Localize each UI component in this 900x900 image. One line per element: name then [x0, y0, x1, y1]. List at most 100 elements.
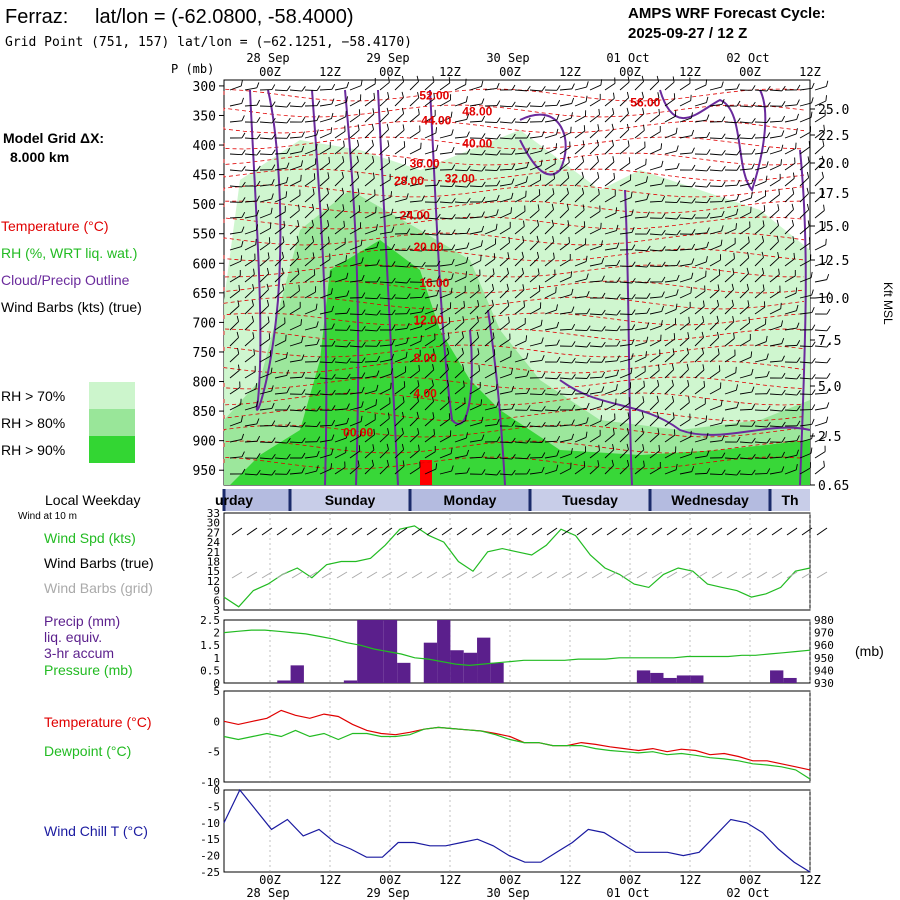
barb-flag	[628, 397, 631, 403]
barb-staff	[424, 115, 436, 123]
wind-barb	[499, 133, 516, 140]
barb-flag	[301, 336, 304, 343]
barb-flag	[241, 240, 244, 247]
barb-flag	[601, 357, 606, 363]
barb-staff	[769, 409, 782, 412]
barb-flag	[345, 432, 348, 439]
barb-staff	[754, 376, 767, 379]
wind-barb	[349, 79, 363, 91]
barb-staff	[709, 337, 719, 347]
barb-flag	[751, 177, 754, 184]
weekday-cell	[530, 489, 650, 511]
wind-barb	[604, 189, 616, 203]
wind-barb	[694, 270, 707, 283]
wind-barb	[739, 334, 751, 347]
wind-speed-tick: 12	[207, 575, 220, 588]
wind-barb	[349, 188, 360, 203]
barb-staff	[799, 102, 812, 107]
barb-staff	[244, 169, 258, 172]
barb-flag	[387, 92, 390, 98]
precip-bar	[663, 677, 677, 683]
pressure-tick-label: 500	[193, 198, 216, 213]
barb-flag	[751, 437, 756, 444]
barb-flag	[781, 355, 785, 362]
barb-staff	[544, 470, 557, 475]
barb-staff	[514, 375, 527, 379]
wind-barb	[514, 176, 528, 187]
barb-staff	[379, 214, 392, 219]
wind-barb	[514, 453, 531, 460]
barb-staff	[604, 434, 615, 443]
wind-barb	[664, 274, 680, 283]
barb-staff	[574, 86, 587, 91]
barb-staff	[709, 387, 721, 395]
barb-flag	[763, 301, 766, 308]
wind-barb	[484, 383, 498, 395]
barb-staff	[679, 117, 692, 123]
wind-barb	[259, 117, 276, 124]
wind-barb	[799, 111, 813, 123]
barb-flag	[523, 300, 525, 307]
barb-staff	[589, 228, 601, 235]
barb-staff	[724, 121, 738, 124]
barb-staff	[724, 355, 736, 363]
barb-flag	[716, 315, 719, 322]
rh-shade-region	[230, 240, 810, 485]
barb-staff	[394, 181, 407, 187]
wind-barb	[694, 256, 708, 267]
barb-flag	[401, 443, 405, 450]
barb-staff	[379, 297, 392, 300]
wind-barb	[679, 213, 696, 220]
barb-flag	[646, 322, 650, 329]
wind-barb	[364, 123, 375, 139]
barb-staff	[289, 324, 302, 331]
barb-staff	[754, 425, 767, 428]
barb-flag	[506, 267, 509, 274]
barb-staff	[514, 105, 527, 108]
top-hour-label: 00Z	[619, 65, 641, 79]
barb-flag	[661, 291, 665, 297]
wind-barb	[604, 77, 616, 91]
barb-staff	[319, 293, 332, 299]
bottom-hour-label: 00Z	[379, 873, 401, 887]
barb-flag	[825, 95, 827, 102]
barb-staff	[484, 321, 494, 331]
wind-barb	[544, 405, 561, 412]
wind-barb	[709, 435, 725, 443]
barb-flag	[721, 469, 726, 475]
wind-barb	[649, 411, 660, 427]
barb-staff	[634, 147, 646, 155]
wind-barb	[559, 389, 576, 396]
wind-barb	[289, 235, 299, 251]
wind-barb	[694, 227, 710, 235]
barb-flag	[706, 131, 711, 138]
wind-barb	[229, 166, 246, 172]
barb-staff	[454, 420, 466, 427]
grid-wind-barb	[681, 571, 693, 579]
barb-flag	[301, 101, 306, 108]
precip-bar	[370, 620, 384, 683]
wind-barb	[574, 187, 585, 203]
barb-staff	[694, 102, 707, 107]
barb-flag	[357, 124, 360, 131]
barb-staff	[499, 305, 510, 315]
precip-bar	[290, 665, 304, 683]
wind-barb	[814, 416, 829, 427]
height-tick-label: 25.0	[818, 103, 849, 118]
barb-staff	[604, 145, 614, 155]
wind-barb	[304, 85, 321, 92]
barb-staff	[799, 452, 812, 459]
barb-flag	[525, 190, 527, 197]
barb-flag	[645, 176, 648, 183]
barb-staff	[739, 168, 752, 171]
top-hour-label: 12Z	[679, 65, 701, 79]
barb-flag	[676, 229, 681, 236]
wind-barb	[694, 131, 711, 139]
barb-staff	[364, 247, 377, 251]
barb-flag	[826, 387, 831, 394]
grid-wind-barb	[591, 571, 603, 579]
wind-barb	[274, 334, 287, 347]
barb-staff	[649, 200, 663, 203]
barb-staff	[304, 149, 317, 155]
